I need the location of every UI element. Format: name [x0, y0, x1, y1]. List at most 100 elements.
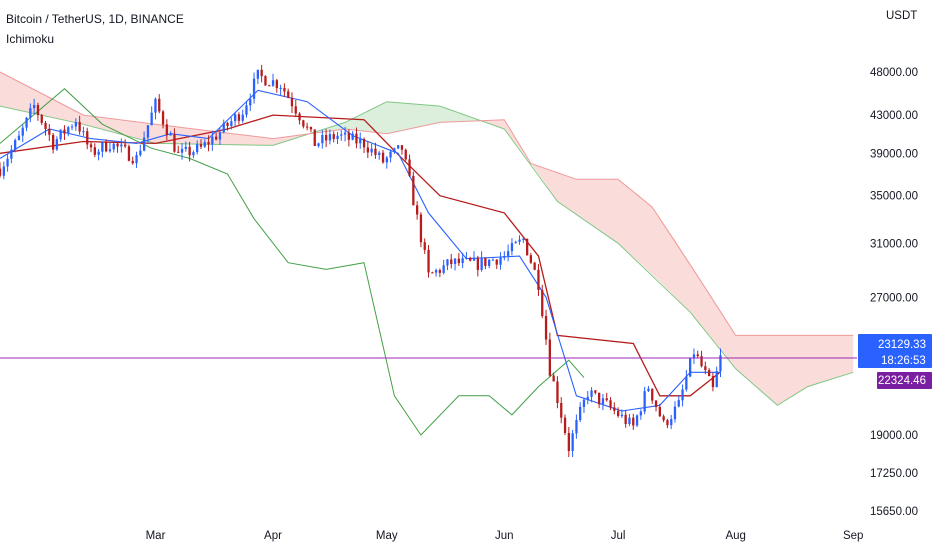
candle	[271, 73, 275, 88]
candle	[325, 129, 328, 148]
candle	[529, 252, 532, 265]
candle	[635, 414, 639, 427]
candle	[400, 145, 404, 155]
candle	[124, 139, 127, 149]
candle	[465, 251, 468, 260]
candle	[662, 414, 665, 423]
y-tick-label: 39000.00	[870, 148, 918, 160]
candle	[226, 121, 229, 131]
candle	[522, 236, 525, 244]
candle	[180, 143, 184, 160]
candle	[36, 102, 40, 121]
candle	[25, 116, 28, 132]
candle	[196, 140, 199, 155]
candle	[404, 148, 407, 161]
candle	[385, 155, 388, 169]
candle	[222, 119, 225, 134]
candle	[112, 142, 115, 153]
candle	[59, 129, 62, 142]
candle	[442, 259, 445, 275]
candle	[620, 409, 624, 419]
candle	[560, 397, 563, 424]
candle	[491, 258, 495, 261]
candle	[302, 119, 305, 129]
candle	[719, 348, 722, 378]
y-tick-label: 35000.00	[870, 191, 918, 203]
candle	[419, 212, 423, 248]
candle	[552, 372, 555, 382]
candle	[605, 392, 608, 402]
candle	[203, 139, 206, 149]
candle	[82, 126, 85, 136]
candle	[704, 361, 707, 375]
candle	[29, 103, 32, 123]
candle	[533, 261, 536, 271]
candle	[275, 78, 278, 93]
candle	[332, 131, 335, 143]
countdown-value: 18:26:53	[881, 355, 926, 367]
candle	[567, 426, 570, 458]
candle	[366, 141, 369, 159]
candle	[188, 141, 191, 162]
candle	[158, 94, 161, 114]
candle	[601, 394, 605, 411]
candle	[628, 413, 631, 427]
candle	[44, 120, 47, 136]
candle	[476, 255, 479, 277]
candle	[351, 131, 354, 141]
leading-span-a	[0, 101, 854, 406]
candle	[89, 141, 93, 153]
x-tick-label: Jun	[495, 530, 514, 542]
candle	[309, 126, 313, 133]
candle	[393, 147, 396, 154]
candle	[237, 112, 241, 125]
candle	[639, 409, 642, 420]
candle	[268, 84, 271, 87]
candle	[696, 350, 699, 358]
candle	[518, 235, 521, 245]
candle	[298, 112, 301, 125]
candle	[598, 392, 601, 409]
candle	[423, 238, 426, 254]
candle	[230, 117, 233, 130]
y-tick-label: 31000.00	[870, 238, 918, 250]
candle	[146, 125, 150, 144]
candle	[245, 100, 248, 118]
candle	[355, 127, 358, 149]
symbol-title[interactable]: Bitcoin / TetherUS, 1D, BINANCE	[6, 12, 184, 26]
candle	[431, 271, 434, 274]
candle	[86, 127, 89, 150]
candle	[544, 309, 548, 345]
candle	[495, 259, 498, 270]
axes: USDT 48000.00 43000.00 39000.00 35000.00 310…	[146, 10, 932, 542]
base-line	[0, 114, 721, 397]
leading-span-b	[0, 71, 854, 336]
candle	[526, 238, 529, 256]
candle	[654, 399, 658, 412]
candle	[575, 414, 578, 439]
candle	[438, 268, 441, 278]
candle	[362, 137, 366, 154]
candle	[173, 128, 176, 153]
candle	[556, 376, 559, 409]
candle	[472, 251, 476, 262]
candle	[613, 402, 616, 415]
candle	[74, 118, 77, 131]
candle	[218, 128, 222, 145]
candle	[211, 130, 214, 151]
candle	[643, 386, 646, 415]
currency-label[interactable]: USDT	[886, 10, 917, 22]
candle	[453, 257, 457, 271]
candle	[582, 397, 586, 413]
candle	[108, 142, 112, 153]
candle	[681, 384, 684, 407]
indicator-label[interactable]: Ichimoku	[6, 32, 55, 46]
candle	[632, 413, 635, 430]
candle	[708, 368, 711, 377]
candle	[260, 64, 263, 83]
candle	[234, 111, 237, 127]
candle	[507, 244, 510, 262]
candle	[97, 148, 100, 161]
